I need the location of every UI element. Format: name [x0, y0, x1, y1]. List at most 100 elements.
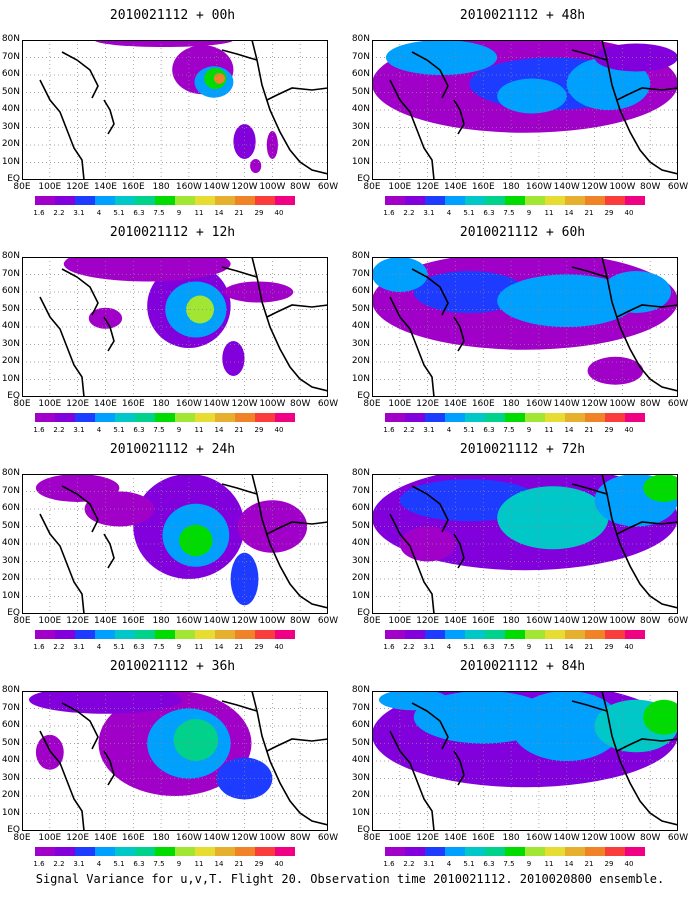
- lon-tick-label: 100W: [259, 833, 286, 843]
- colorbar-label: 40: [624, 643, 634, 651]
- lat-tick-label: 30N: [1, 338, 20, 349]
- lat-tick-label: 50N: [1, 86, 20, 97]
- colorbar-swatch: [135, 630, 155, 639]
- variance-map: [22, 257, 328, 397]
- lon-tick-label: 160E: [121, 399, 145, 409]
- lon-tick-label: 180: [152, 616, 170, 626]
- coastline: [266, 521, 328, 535]
- colorbar-label: 3.1: [73, 209, 85, 217]
- coastline: [221, 700, 258, 712]
- colorbar-swatch: [35, 196, 55, 205]
- colorbar-label: 7.5: [153, 426, 165, 434]
- coastline: [601, 474, 678, 609]
- variance-map: [22, 474, 328, 614]
- lat-tick-label: 50N: [1, 303, 20, 314]
- lon-tick-label: 120W: [581, 833, 608, 843]
- lon-tick-label: 160E: [471, 182, 495, 192]
- lon-tick-label: 120W: [231, 399, 258, 409]
- lat-tick-label: 20N: [351, 573, 370, 583]
- colorbar-swatch: [405, 196, 425, 205]
- lat-tick-label: 30N: [351, 772, 370, 783]
- lat-tick-label: EQ: [7, 174, 20, 184]
- lon-tick-label: 120E: [416, 833, 440, 843]
- map-panel: 2010021112 + 72h EQ 10N 20N 30N 40N 50N 60N 70N 8…: [350, 434, 695, 651]
- coastline: [266, 304, 328, 318]
- lon-tick-label: 60W: [667, 182, 689, 192]
- lon-tick-label: 120W: [231, 833, 258, 843]
- colorbar-swatch: [505, 630, 525, 639]
- lat-tick-label: 10N: [351, 590, 370, 601]
- coastline: [251, 691, 328, 826]
- colorbar-swatch: [425, 196, 445, 205]
- colorbar-swatch: [625, 413, 645, 422]
- map-panel: 2010021112 + 84h EQ 10N 20N 30N 40N 50N 60N 70N 8…: [350, 651, 695, 868]
- lat-tick-label: 80N: [1, 34, 20, 44]
- lat-tick-label: 80N: [351, 468, 370, 478]
- figure-caption: Signal Variance for u,v,T. Flight 20. Ob…: [35, 872, 665, 886]
- colorbar: [35, 847, 295, 856]
- variance-contour: [378, 691, 449, 711]
- colorbar-swatch: [55, 630, 75, 639]
- variance-contour: [233, 124, 256, 159]
- colorbar-label: 6.3: [133, 426, 145, 434]
- lon-tick-label: 80E: [13, 399, 31, 409]
- colorbar-label: 4: [446, 209, 452, 217]
- lon-tick-label: 140W: [553, 833, 580, 843]
- lat-tick-label: 40N: [351, 321, 370, 331]
- colorbar-swatch: [445, 413, 465, 422]
- colorbar-swatch: [385, 413, 405, 422]
- lat-tick-label: 50N: [1, 737, 20, 748]
- colorbar-swatch: [385, 630, 405, 639]
- colorbar-label: 7.5: [153, 209, 165, 217]
- lat-tick-label: 60N: [1, 286, 20, 296]
- lon-tick-label: 80W: [639, 399, 661, 409]
- colorbar-label: 1.6: [383, 426, 395, 434]
- coastline: [389, 730, 435, 831]
- variance-contour: [216, 757, 273, 800]
- coastline: [221, 266, 258, 278]
- colorbar-swatch: [565, 630, 585, 639]
- colorbar-swatch: [485, 196, 505, 205]
- colorbar: [35, 413, 295, 422]
- lat-tick-label: 20N: [1, 139, 20, 149]
- lon-tick-label: 100E: [388, 399, 412, 409]
- colorbar-swatch: [255, 847, 275, 856]
- colorbar-label: 1.6: [383, 209, 395, 217]
- variance-contour: [643, 474, 678, 502]
- colorbar-label: 2.2: [403, 860, 415, 868]
- coastline: [266, 87, 328, 101]
- colorbar-label: 6.3: [483, 426, 495, 434]
- lat-tick-label: 60N: [1, 69, 20, 79]
- lon-tick-label: 160W: [175, 399, 202, 409]
- colorbar-label: 29: [604, 209, 614, 217]
- colorbar-label: 40: [274, 643, 284, 651]
- lat-tick-label: 80N: [351, 685, 370, 695]
- coastline: [616, 87, 678, 101]
- coastline: [453, 750, 465, 786]
- coastline: [39, 730, 85, 831]
- lon-tick-label: 160E: [471, 399, 495, 409]
- colorbar-swatch: [215, 630, 235, 639]
- colorbar-label: 4: [446, 426, 452, 434]
- coastline: [103, 99, 115, 135]
- lon-tick-label: 140W: [553, 182, 580, 192]
- panel-title: 2010021112 + 36h: [109, 659, 236, 674]
- colorbar-label: 21: [234, 643, 244, 651]
- colorbar-swatch: [545, 847, 565, 856]
- lon-tick-label: 60W: [317, 182, 339, 192]
- lon-tick-label: 160W: [175, 182, 202, 192]
- colorbar-swatch: [95, 630, 115, 639]
- lon-tick-label: 120W: [231, 182, 258, 192]
- lon-tick-label: 180: [152, 833, 170, 843]
- colorbar-swatch: [235, 196, 255, 205]
- colorbar-swatch: [115, 196, 135, 205]
- lat-tick-label: 20N: [351, 790, 370, 800]
- colorbar-label: 6.3: [483, 860, 495, 868]
- colorbar: [385, 630, 645, 639]
- coastline: [601, 691, 678, 826]
- colorbar-label: 40: [624, 209, 634, 217]
- colorbar-label: 11: [194, 209, 204, 217]
- colorbar-swatch: [255, 196, 275, 205]
- lon-tick-label: 120E: [416, 399, 440, 409]
- lon-tick-label: 120W: [231, 616, 258, 626]
